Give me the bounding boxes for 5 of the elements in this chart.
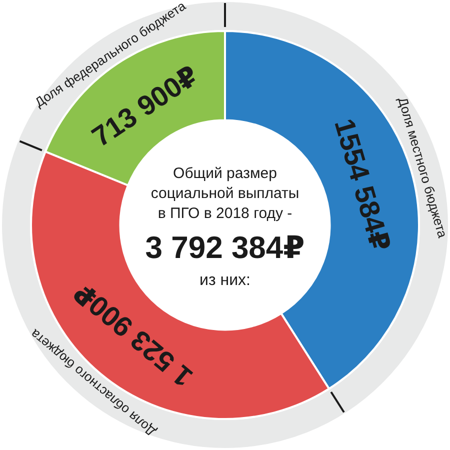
text: Общий размер социальной выплаты в ПГО в 2018 году -: [150, 164, 300, 224]
data-label: 1554 584₽: [328, 115, 396, 255]
slice-label: Доля местного бюджета: [395, 96, 450, 240]
text: 3 792 384₽: [145, 229, 305, 267]
text: из них:: [200, 271, 250, 291]
